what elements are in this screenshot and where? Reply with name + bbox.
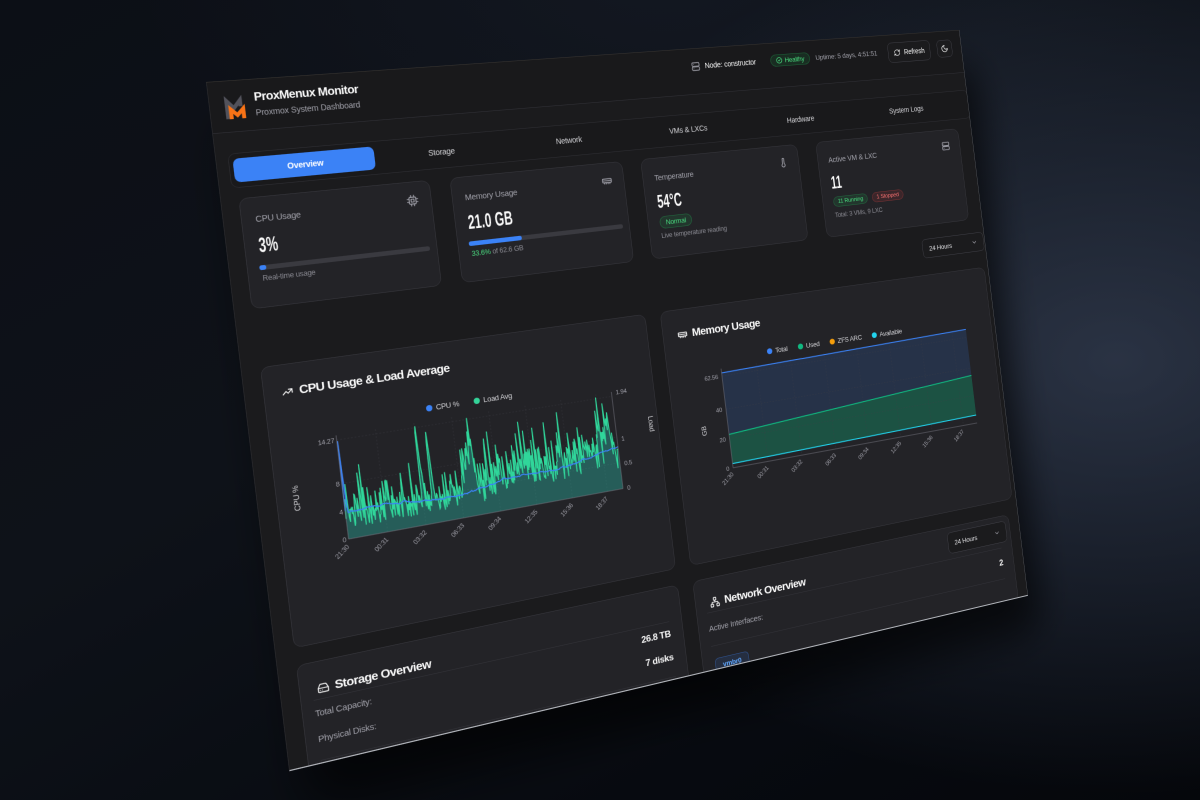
svg-text:18:37: 18:37 — [952, 428, 965, 443]
svg-text:CPU %: CPU % — [290, 484, 303, 512]
svg-text:12:35: 12:35 — [889, 440, 902, 455]
svg-text:0: 0 — [342, 535, 347, 544]
svg-text:00:31: 00:31 — [756, 464, 770, 480]
svg-text:1: 1 — [621, 434, 625, 442]
svg-text:62.56: 62.56 — [704, 373, 718, 383]
svg-text:03:32: 03:32 — [790, 458, 804, 474]
svg-text:21:30: 21:30 — [721, 471, 736, 487]
svg-text:15:36: 15:36 — [921, 434, 934, 449]
svg-text:14.27: 14.27 — [317, 436, 335, 447]
svg-text:20: 20 — [719, 436, 726, 445]
svg-text:0.5: 0.5 — [624, 458, 633, 467]
svg-text:1.94: 1.94 — [615, 387, 627, 396]
svg-text:06:33: 06:33 — [449, 522, 466, 539]
svg-text:09:34: 09:34 — [857, 446, 871, 461]
svg-text:0: 0 — [726, 465, 730, 473]
svg-text:09:34: 09:34 — [486, 515, 503, 532]
svg-text:15:36: 15:36 — [559, 501, 575, 518]
svg-text:8: 8 — [335, 480, 340, 489]
svg-text:18:37: 18:37 — [594, 495, 610, 512]
svg-text:00:31: 00:31 — [373, 536, 390, 554]
svg-text:Load: Load — [646, 415, 656, 432]
svg-text:12:35: 12:35 — [523, 508, 539, 525]
svg-text:4: 4 — [339, 508, 344, 517]
svg-text:GB: GB — [700, 425, 708, 436]
svg-text:21:30: 21:30 — [333, 543, 351, 561]
svg-text:0: 0 — [627, 483, 631, 491]
svg-text:03:32: 03:32 — [411, 528, 428, 546]
svg-text:40: 40 — [716, 406, 723, 415]
svg-text:06:33: 06:33 — [824, 452, 838, 468]
